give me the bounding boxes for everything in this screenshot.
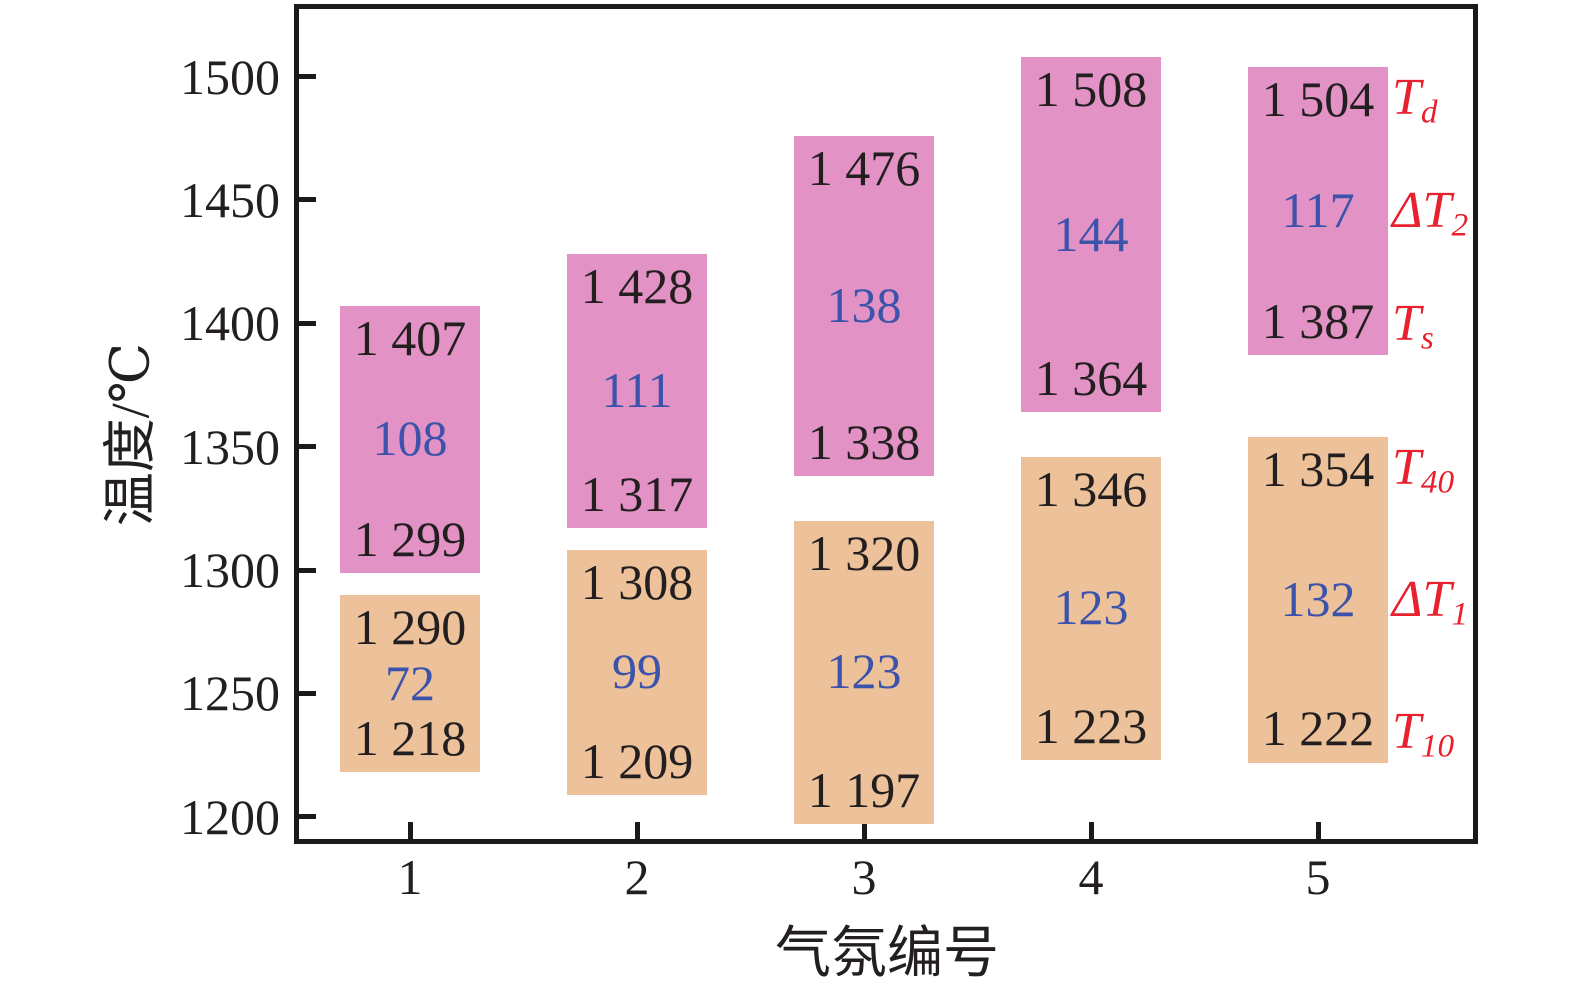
right-label-Ts: Ts — [1392, 295, 1434, 357]
high-value-label: 1 428 — [580, 258, 694, 315]
y-tick-1500 — [299, 74, 316, 80]
right-label-dT1: ΔT1 — [1392, 570, 1469, 632]
y-tick-1300 — [299, 567, 316, 573]
low-value-label: 1 317 — [580, 466, 694, 523]
y-tick-label-1300: 1300 — [180, 542, 280, 599]
low-value-label: 1 364 — [1034, 350, 1148, 407]
delta-value-label: 99 — [612, 643, 662, 700]
x-tick-label-4: 4 — [1078, 849, 1104, 905]
delta-value-label: 72 — [385, 654, 435, 711]
right-label-T40: T40 — [1392, 438, 1455, 501]
x-tick-label-3: 3 — [851, 849, 877, 905]
high-value-label: 1 320 — [807, 524, 921, 581]
range-bar-T10-T40-cat3: 1 320 123 1 197 — [794, 520, 934, 825]
low-value-label: 1 209 — [580, 732, 694, 789]
low-value-label: 1 223 — [1034, 698, 1148, 755]
x-tick-label-5: 5 — [1305, 849, 1331, 905]
delta-value-label: 144 — [1053, 205, 1129, 262]
x-tick-5 — [1315, 822, 1321, 839]
y-tick-1200 — [299, 814, 316, 820]
range-bar-Ts-Td-cat2: 1 428 111 1 317 — [567, 254, 707, 529]
low-value-label: 1 338 — [807, 414, 921, 471]
range-bar-Ts-Td-cat1: 1 407 108 1 299 — [340, 306, 480, 573]
low-value-label: 1 218 — [353, 710, 467, 767]
delta-value-label: 123 — [826, 643, 902, 700]
high-value-label: 1 290 — [353, 598, 467, 655]
y-tick-1400 — [299, 320, 316, 326]
range-bar-Ts-Td-cat5: 1 504 117 1 387 — [1248, 66, 1388, 356]
right-label-T10: T10 — [1392, 702, 1455, 764]
x-tick-3 — [861, 822, 867, 839]
y-tick-label-1350: 1350 — [180, 418, 280, 475]
right-label-Td: Td — [1392, 68, 1438, 131]
delta-value-label: 111 — [601, 362, 673, 419]
delta-value-label: 138 — [826, 277, 902, 334]
range-bar-T10-T40-cat5: 1 354 132 1 222 — [1248, 436, 1388, 763]
range-bar-T10-T40-cat4: 1 346 123 1 223 — [1021, 456, 1161, 761]
range-bar-Ts-Td-cat4: 1 508 144 1 364 — [1021, 56, 1161, 413]
high-value-label: 1 504 — [1261, 70, 1375, 127]
delta-value-label: 108 — [372, 410, 448, 467]
y-tick-label-1250: 1250 — [180, 665, 280, 722]
y-tick-label-1500: 1500 — [180, 48, 280, 105]
plot-area: 1 290 72 1 218 1 308 99 1 209 1 320 123 1 197 1 3… — [294, 4, 1478, 844]
y-tick-1250 — [299, 690, 316, 696]
low-value-label: 1 299 — [353, 510, 467, 567]
delta-value-label: 117 — [1281, 182, 1355, 239]
x-axis-title: 气氛编号 — [775, 923, 999, 985]
x-tick-label-1: 1 — [397, 849, 423, 905]
delta-value-label: 123 — [1053, 579, 1129, 636]
high-value-label: 1 407 — [353, 310, 467, 367]
high-value-label: 1 308 — [580, 554, 694, 611]
high-value-label: 1 346 — [1034, 460, 1148, 517]
y-tick-1350 — [299, 444, 316, 450]
y-tick-label-1450: 1450 — [180, 171, 280, 228]
range-bar-Ts-Td-cat3: 1 476 138 1 338 — [794, 135, 934, 477]
delta-value-label: 132 — [1280, 570, 1356, 627]
high-value-label: 1 476 — [807, 139, 921, 196]
y-tick-label-1200: 1200 — [180, 788, 280, 845]
right-label-dT2: ΔT2 — [1392, 182, 1469, 244]
high-value-label: 1 508 — [1034, 60, 1148, 117]
x-tick-4 — [1088, 822, 1094, 839]
low-value-label: 1 387 — [1261, 293, 1375, 350]
high-value-label: 1 354 — [1261, 440, 1375, 497]
low-value-label: 1 222 — [1261, 700, 1375, 757]
x-tick-label-2: 2 — [624, 849, 650, 905]
range-bar-T10-T40-cat2: 1 308 99 1 209 — [567, 550, 707, 795]
y-tick-1450 — [299, 197, 316, 203]
range-bar-T10-T40-cat1: 1 290 72 1 218 — [340, 594, 480, 773]
x-tick-1 — [407, 822, 413, 839]
y-tick-label-1400: 1400 — [180, 295, 280, 352]
x-tick-2 — [634, 822, 640, 839]
low-value-label: 1 197 — [807, 762, 921, 819]
